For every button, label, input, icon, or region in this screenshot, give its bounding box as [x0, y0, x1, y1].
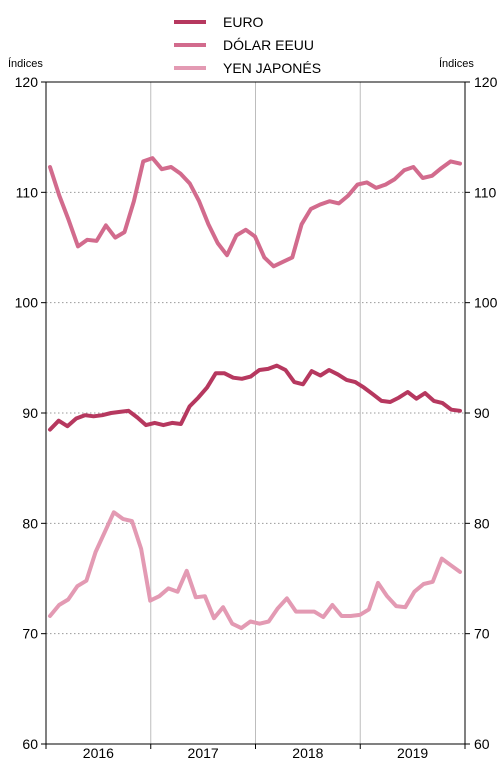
x-tick-label: 2016 [83, 745, 114, 761]
year-separators [150, 82, 361, 744]
y-tick-label-right: 80 [474, 515, 490, 531]
legend-label: DÓLAR EEUU [223, 37, 314, 53]
legend: EURO DÓLAR EEUU YEN JAPONÉS [174, 14, 321, 76]
y-tick-label-right: 100 [474, 295, 498, 311]
y-tick-label-right: 110 [474, 184, 497, 200]
y-tick-label-left: 60 [22, 736, 38, 752]
y-tick-label-right: 120 [474, 74, 498, 90]
series-lines [48, 156, 462, 631]
series-line-2 [48, 156, 462, 269]
y-tick-label-left: 100 [15, 295, 39, 311]
x-tick-label: 2017 [188, 745, 219, 761]
y-tick-label-left: 90 [22, 405, 38, 421]
y-tick-label-right: 70 [474, 626, 490, 642]
x-tick-label: 2019 [397, 745, 428, 761]
legend-label: EURO [223, 14, 264, 30]
y-tick-label-left: 70 [22, 626, 38, 642]
series-line-1 [48, 363, 462, 432]
x-axis-ticks: 2016 2017 2018 2019 [45, 744, 466, 761]
x-tick-label: 2018 [292, 745, 323, 761]
y-tick-label-left: 80 [22, 515, 38, 531]
y-axis-ticks: 60 60 70 70 80 80 90 90 100 100 110 110 120 120 [15, 74, 498, 752]
y-tick-label-left: 110 [16, 184, 39, 200]
y-axis-unit-right: Índices [439, 57, 474, 70]
series-line-3 [48, 510, 462, 631]
y-tick-label-left: 120 [15, 74, 39, 90]
y-tick-label-right: 60 [474, 736, 490, 752]
y-tick-label-right: 90 [474, 405, 490, 421]
y-axis-unit-left: Índices [8, 57, 43, 70]
legend-label: YEN JAPONÉS [223, 60, 321, 76]
